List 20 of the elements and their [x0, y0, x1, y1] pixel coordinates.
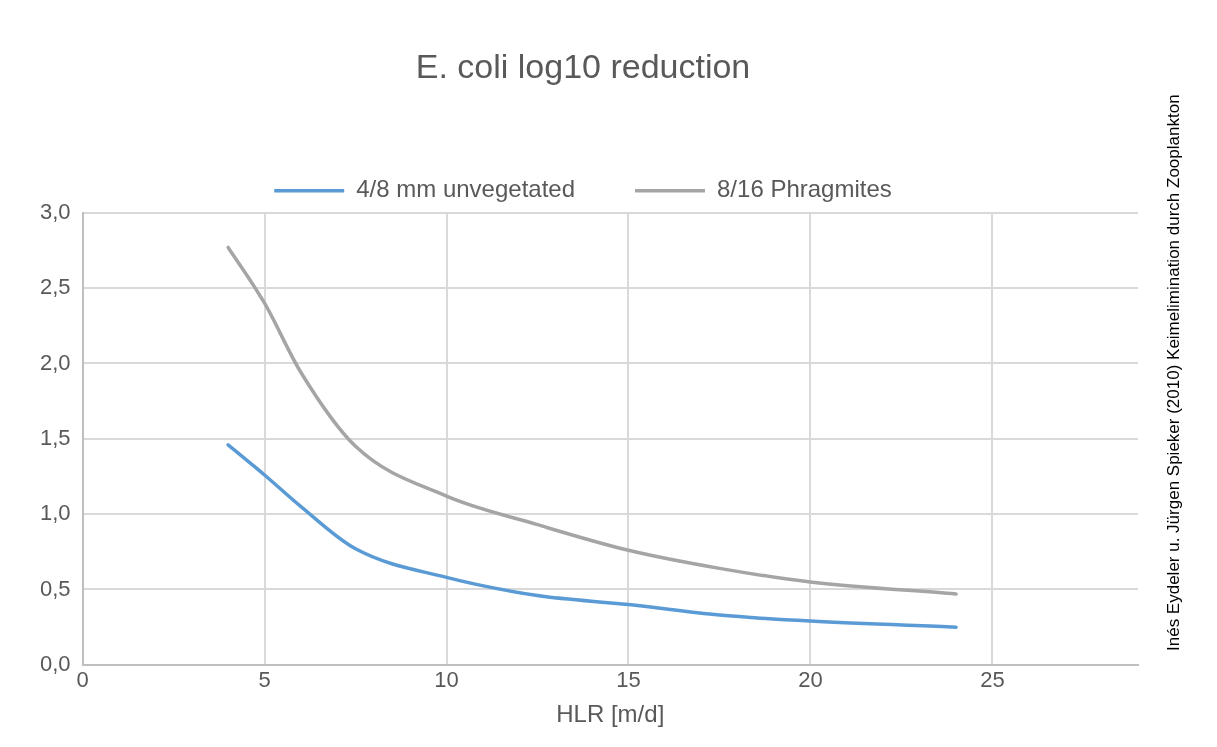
legend-label: 4/8 mm unvegetated	[356, 175, 576, 203]
y-tick-label: 2,0	[39, 349, 71, 375]
chart-title: E. coli log10 reduction	[415, 46, 751, 85]
x-tick-label: 25	[980, 667, 1005, 693]
x-tick-label: 5	[258, 667, 271, 693]
x-tick-label: 10	[434, 667, 459, 693]
y-tick-label: 1,0	[39, 500, 71, 526]
y-tick-label: 1,5	[39, 424, 71, 450]
line-series	[226, 245, 958, 596]
y-tick-label: 0,0	[39, 650, 71, 676]
x-tick-label: 0	[76, 667, 89, 693]
y-tick-label: 0,5	[39, 575, 71, 601]
x-axis-title: HLR [m/d]	[556, 700, 665, 728]
line-series	[226, 443, 958, 629]
x-tick-label: 20	[798, 667, 823, 693]
y-tick-label: 2,5	[39, 274, 71, 300]
legend-label: 8/16 Phragmites	[717, 175, 892, 203]
text: Inés Eydeler u. Jürgen Spieker (2010) Keimelimination durch Zooplankton	[1164, 93, 1184, 654]
x-tick-label: 15	[616, 667, 641, 693]
y-tick-label: 3,0	[39, 198, 71, 224]
